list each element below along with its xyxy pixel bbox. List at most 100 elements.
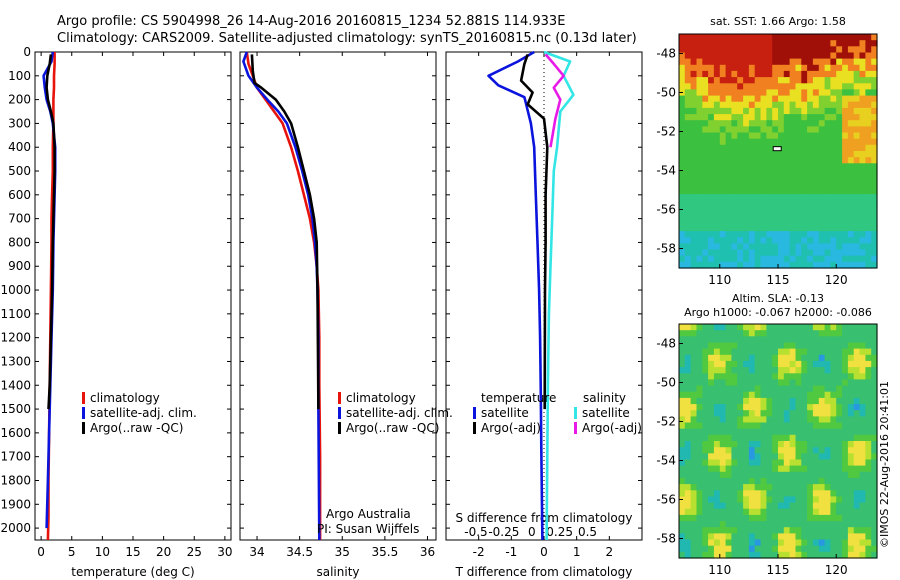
map-cell [754,231,762,238]
map-cell [847,360,855,368]
map-cell [824,465,831,473]
map-cell [818,465,826,473]
salinity-legend-swatch [338,422,341,434]
map-cell [748,83,756,91]
map-cell [842,539,849,547]
salinity-xtick-label: 34 [249,545,264,559]
map-cell [748,484,756,491]
map-cell [754,404,762,411]
map-cell [801,163,808,171]
map-cell [847,416,855,424]
map-cell [702,52,709,60]
map-cell [679,243,686,251]
map-cell [836,348,843,356]
map-cell [824,144,831,152]
map-cell [853,89,861,97]
map-cell [842,255,849,263]
map-cell [859,477,866,485]
map-cell [702,453,709,461]
map-cell [807,120,814,127]
map-cell [702,231,709,238]
map-cell [702,89,709,97]
map-cell [783,169,791,177]
map-cell [842,496,849,504]
map-cell [702,367,709,374]
map-cell [702,484,709,491]
map-cell [725,465,732,473]
map-cell [708,194,715,201]
depth-tick-label: 1700 [0,450,31,464]
map-cell [836,194,843,201]
map-cell [731,360,738,368]
map-cell [812,508,820,516]
map-cell [853,342,861,350]
map-cell [807,101,814,109]
map-cell [871,447,878,454]
map-cell [812,527,820,534]
map-cell [690,231,697,238]
map-cell [836,249,843,257]
map-cell [725,514,732,522]
map-cell [859,471,866,479]
map-cell [795,521,802,528]
map-cell [731,539,738,547]
map-cell [684,77,692,84]
map-cell [865,218,872,226]
map-cell [853,360,861,368]
map-cell [859,218,866,226]
map-cell [760,70,767,78]
difference-legend-swatch [574,422,577,434]
map-cell [812,175,820,183]
map-cell [853,46,861,54]
map-cell [836,434,843,442]
map-cell [679,138,686,146]
map-cell [789,447,796,454]
map-cell [766,132,773,140]
temperature-xtick-label: 10 [95,545,110,559]
map-cell [713,83,721,91]
map-cell [807,397,814,405]
map-cell [865,527,872,534]
difference-legend-swatch [473,407,476,419]
map-cell [679,169,686,177]
map-cell [754,132,762,140]
map-cell [795,175,802,183]
map-cell [772,502,779,510]
map-cell [853,77,861,84]
map-cell [766,138,773,146]
map-cell [778,200,785,208]
map-cell [754,471,762,479]
map-cell [725,181,732,189]
map-cell [783,404,791,411]
map-cell [772,471,779,479]
map-cell [865,181,872,189]
map-cell [702,218,709,226]
map-cell [801,200,808,208]
map-cell [772,496,779,504]
map-cell [865,514,872,522]
map-cell [690,40,697,47]
map-cell [766,237,773,244]
map-cell [812,521,820,528]
map-cell [824,194,831,201]
map-cell [836,181,843,189]
map-cell [853,231,861,238]
map-cell [748,428,756,436]
map-cell [690,200,697,208]
map-cell [842,120,849,127]
map-cell [772,545,779,553]
map-cell [795,200,802,208]
map-cell [789,514,796,522]
map-cell [766,453,773,461]
map-cell [807,200,814,208]
map-cell [743,422,750,430]
map-cell [702,391,709,399]
map-cell [801,453,808,461]
map-cell [737,459,744,467]
map-cell [766,465,773,473]
map-cell [871,360,878,368]
map-cell [690,70,697,78]
map-cell [871,169,878,177]
map-cell [789,397,796,405]
map-cell [807,459,814,467]
